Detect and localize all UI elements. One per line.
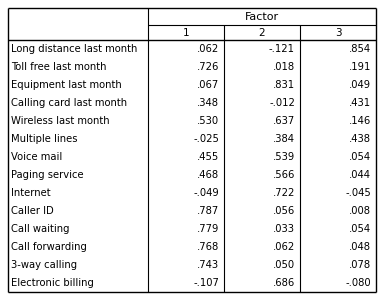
Text: -.080: -.080 [345, 278, 371, 288]
Text: .044: .044 [349, 170, 371, 180]
Text: .779: .779 [197, 224, 219, 234]
Text: -.049: -.049 [193, 188, 219, 198]
Text: Caller ID: Caller ID [11, 206, 54, 216]
Text: .062: .062 [197, 44, 219, 54]
Text: -.025: -.025 [193, 134, 219, 144]
Text: .078: .078 [349, 260, 371, 270]
Text: Call forwarding: Call forwarding [11, 242, 87, 252]
Text: .033: .033 [273, 224, 295, 234]
Text: .050: .050 [273, 260, 295, 270]
Text: .018: .018 [273, 62, 295, 72]
Text: Equipment last month: Equipment last month [11, 80, 122, 90]
Text: .056: .056 [273, 206, 295, 216]
Text: -.045: -.045 [345, 188, 371, 198]
Text: -.121: -.121 [269, 44, 295, 54]
Text: .384: .384 [273, 134, 295, 144]
Text: Long distance last month: Long distance last month [11, 44, 137, 54]
Text: .566: .566 [273, 170, 295, 180]
Text: .455: .455 [197, 152, 219, 162]
Text: .686: .686 [273, 278, 295, 288]
Text: .743: .743 [197, 260, 219, 270]
Text: 3-way calling: 3-way calling [11, 260, 77, 270]
Text: .539: .539 [273, 152, 295, 162]
Text: .348: .348 [197, 98, 219, 108]
Text: Paging service: Paging service [11, 170, 84, 180]
Text: 2: 2 [259, 28, 265, 38]
Text: .722: .722 [273, 188, 295, 198]
Text: 3: 3 [335, 28, 341, 38]
Text: .530: .530 [197, 116, 219, 126]
Text: .787: .787 [197, 206, 219, 216]
Text: .054: .054 [349, 224, 371, 234]
Text: Wireless last month: Wireless last month [11, 116, 109, 126]
Text: .438: .438 [349, 134, 371, 144]
Text: .054: .054 [349, 152, 371, 162]
Text: .831: .831 [273, 80, 295, 90]
Text: Electronic billing: Electronic billing [11, 278, 94, 288]
Text: .048: .048 [349, 242, 371, 252]
Text: .067: .067 [197, 80, 219, 90]
Text: .146: .146 [349, 116, 371, 126]
Text: .637: .637 [273, 116, 295, 126]
Text: .431: .431 [349, 98, 371, 108]
Text: .191: .191 [349, 62, 371, 72]
Text: .049: .049 [349, 80, 371, 90]
Text: .062: .062 [273, 242, 295, 252]
Text: -.107: -.107 [193, 278, 219, 288]
Text: Internet: Internet [11, 188, 51, 198]
Text: -.012: -.012 [269, 98, 295, 108]
Text: .768: .768 [197, 242, 219, 252]
Text: Call waiting: Call waiting [11, 224, 70, 234]
Text: Voice mail: Voice mail [11, 152, 62, 162]
Text: .008: .008 [349, 206, 371, 216]
Text: Toll free last month: Toll free last month [11, 62, 106, 72]
Text: Factor: Factor [245, 11, 279, 22]
Text: .854: .854 [349, 44, 371, 54]
Text: 1: 1 [183, 28, 189, 38]
Text: .468: .468 [197, 170, 219, 180]
Text: Multiple lines: Multiple lines [11, 134, 78, 144]
Text: .726: .726 [197, 62, 219, 72]
Text: Calling card last month: Calling card last month [11, 98, 127, 108]
